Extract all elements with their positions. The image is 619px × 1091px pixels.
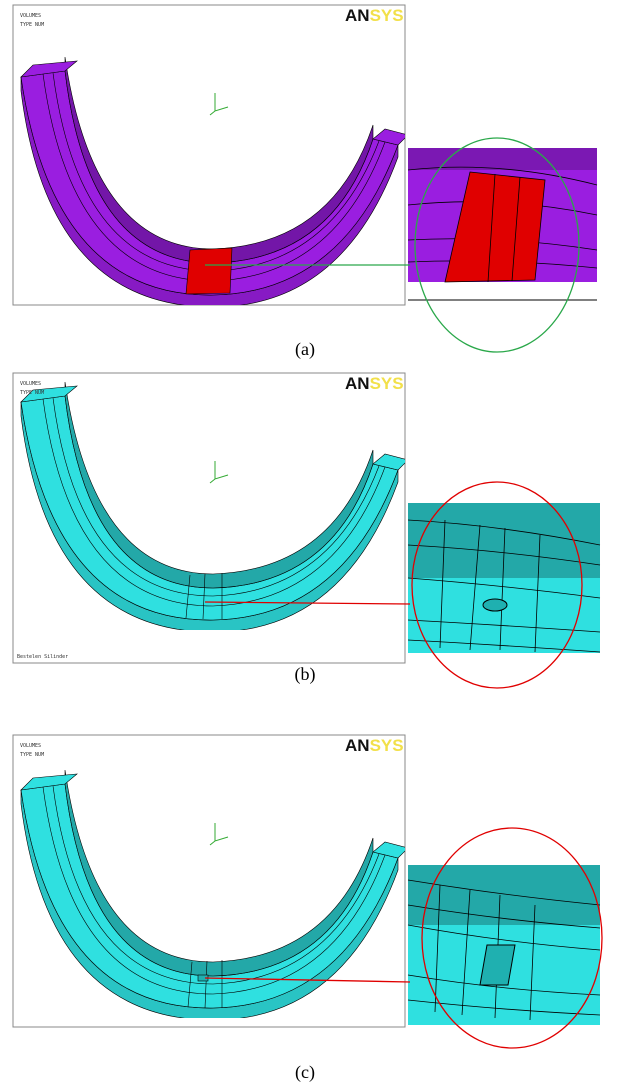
zoom-circle [421,827,603,1049]
axis-triad [209,823,229,846]
zoom-leader [204,977,411,983]
logo-part: SYS [370,736,404,755]
ansys-logo: ANSYS [345,374,404,393]
logo-part: SYS [370,374,404,393]
ansys-logo: ANSYS [345,736,404,755]
highlight-segment [185,247,233,295]
header-text: VOLUMES [20,743,41,749]
zoom-circle [411,481,583,689]
panel-caption: (b) [295,664,316,685]
header-text: TYPE NUM [20,390,44,396]
logo-part: AN [345,6,370,25]
panel-caption: (c) [295,1062,315,1083]
zoom-circle [414,137,580,353]
zoom-leader [204,601,411,605]
header-text: TYPE NUM [20,22,44,28]
header-text: VOLUMES [20,381,41,387]
segment-lines [187,960,223,1009]
zoom-detail [407,503,601,653]
header-text: VOLUMES [20,13,41,19]
header-text: TYPE NUM [20,752,44,758]
axis-triad [209,93,229,116]
panel-caption: (a) [295,339,315,360]
zoom-detail [407,148,598,301]
segment-lines [185,573,223,620]
logo-part: AN [345,374,370,393]
logo-part: SYS [370,6,404,25]
logo-part: AN [345,736,370,755]
ansys-logo: ANSYS [345,6,404,25]
axis-triad [209,461,229,484]
zoom-detail [407,865,601,1025]
footer-text: Bestelen Silinder [17,654,68,660]
